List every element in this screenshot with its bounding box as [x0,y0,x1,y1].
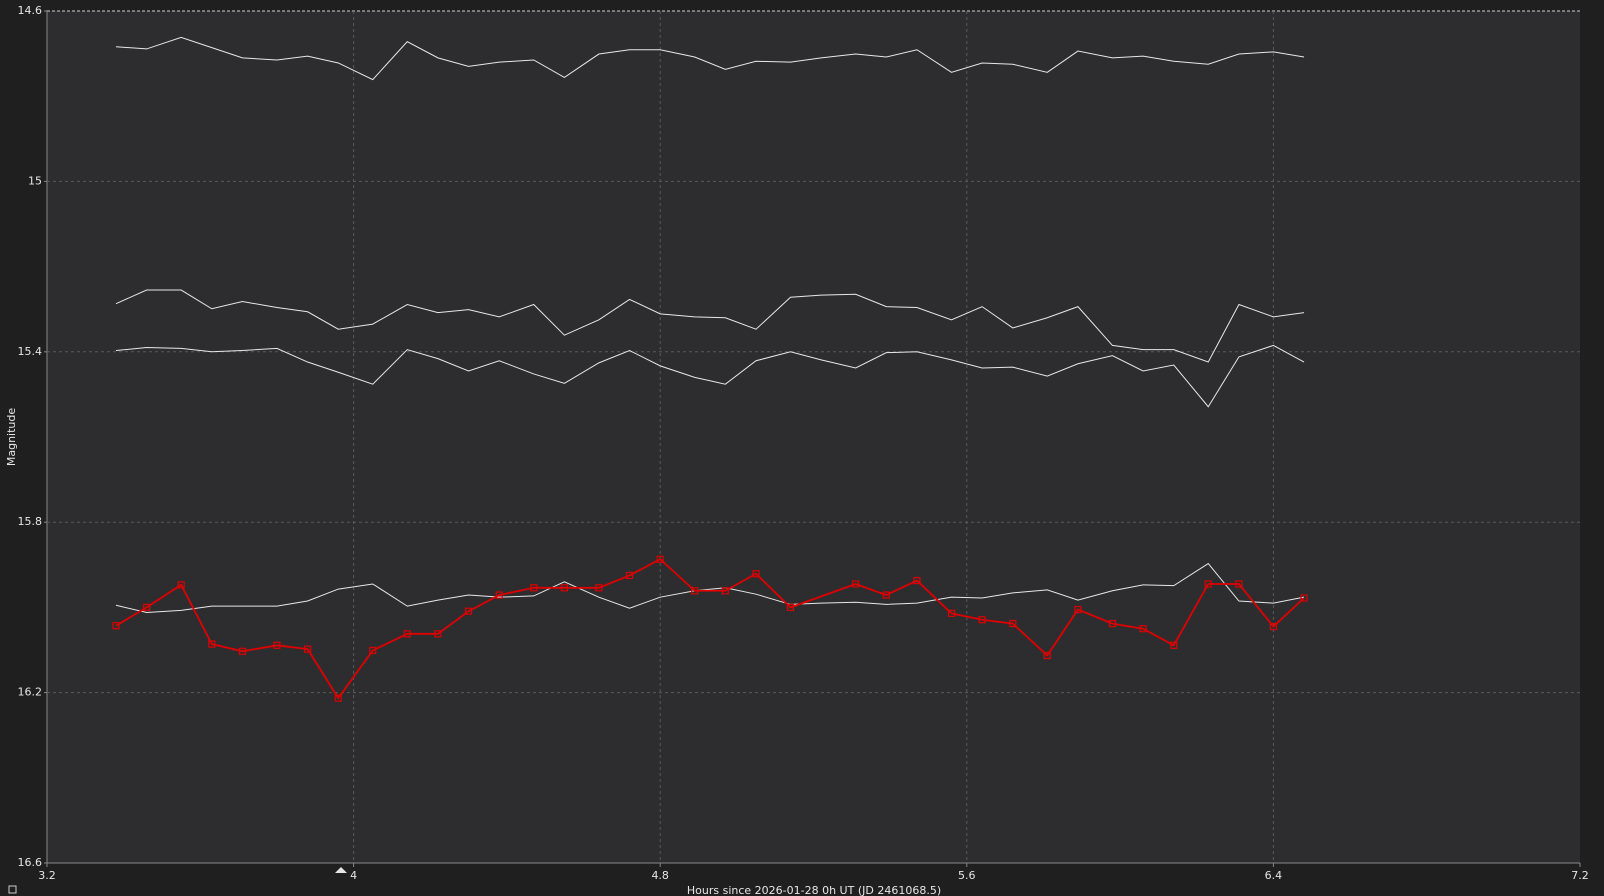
y-tick-label: 14.6 [18,4,43,17]
y-tick-label: 15.4 [18,345,43,358]
data-point [403,630,411,638]
data-point [1170,641,1178,649]
series-line [115,562,1305,614]
data-point [334,694,342,702]
plot-area [47,11,1580,863]
data-point [273,641,281,649]
x-axis-label: Hours since 2026-01-28 0h UT (JD 2461068… [687,884,941,896]
corner-handle[interactable] [8,885,17,894]
x-tick-label: 6.4 [1265,869,1283,882]
data-point [495,591,503,599]
data-point [752,570,760,578]
x-tick-label: 7.2 [1571,869,1589,882]
data-point [625,571,634,580]
data-point [369,646,377,655]
data-point [978,616,986,624]
data-point [691,587,699,595]
y-tick-label: 16.6 [18,856,43,869]
data-point [1108,619,1117,628]
data-point [913,576,921,585]
data-point [1043,651,1051,660]
data-point [112,622,120,630]
data-point [1235,580,1243,588]
data-point [882,591,890,599]
data-point [560,584,568,592]
data-point [947,609,956,617]
x-tick-label: 5.6 [958,869,976,882]
data-point [1009,619,1017,628]
y-tick-label: 15.8 [18,515,43,528]
x-tick-label: 4 [350,869,357,882]
data-point [721,587,729,595]
data-point [786,603,795,612]
data-point [304,645,312,653]
data-point [1139,625,1147,633]
y-tick-label: 16.2 [18,686,43,699]
data-point [852,580,860,588]
data-point [530,584,538,592]
series-line [115,36,1305,81]
x-tick-label: 3.2 [38,869,56,882]
data-point [434,630,442,638]
data-point [1269,622,1278,631]
data-point [595,584,603,592]
x-tick-label: 4.8 [651,869,669,882]
data-point [143,603,151,612]
data-point [1074,605,1082,614]
series-line [115,289,1305,363]
series-line [115,558,1305,700]
data-point [238,647,247,655]
series-line [115,344,1305,408]
data-point [464,607,473,615]
data-point [208,640,216,648]
data-point [1300,594,1308,602]
y-tick-label: 15 [28,174,42,187]
data-point [177,581,185,589]
data-point [656,555,664,563]
y-axis-label: Magnitude [5,408,18,467]
cursor-marker[interactable] [335,867,347,873]
data-point [1204,580,1212,588]
